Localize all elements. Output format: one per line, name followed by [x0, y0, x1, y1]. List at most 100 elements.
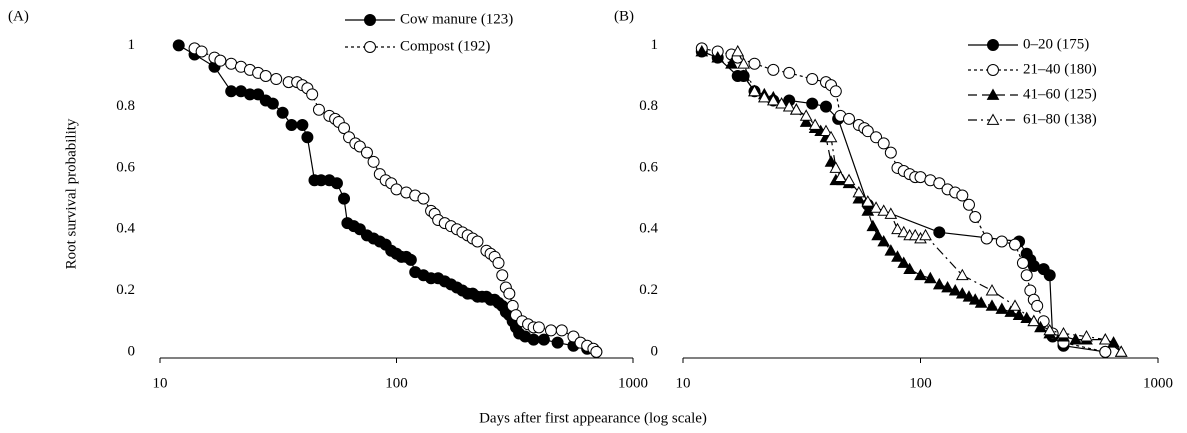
marker [404, 253, 417, 266]
marker [1004, 305, 1018, 317]
marker [956, 189, 969, 202]
marker [492, 256, 505, 269]
marker [417, 192, 430, 205]
y-tick-label: 0.6 [116, 159, 135, 175]
marker [1008, 299, 1022, 311]
marker [338, 192, 351, 205]
x-tick-label: 100 [909, 375, 932, 391]
marker [270, 73, 283, 86]
marker [969, 210, 982, 223]
legend-marker [987, 64, 999, 76]
marker [799, 115, 813, 127]
marker [471, 235, 484, 248]
marker [897, 225, 911, 238]
marker [767, 63, 780, 76]
y-tick-label: 0 [128, 343, 136, 359]
marker [884, 146, 897, 159]
legend-label: Cow manure (123) [400, 11, 513, 27]
marker [824, 130, 838, 143]
marker [1080, 330, 1093, 342]
marker [877, 234, 891, 247]
y-tick-label: 0.2 [116, 282, 135, 298]
marker [995, 235, 1008, 248]
marker [941, 280, 954, 293]
marker [891, 222, 904, 235]
marker [301, 131, 314, 144]
marker [775, 97, 788, 109]
marker [955, 268, 969, 281]
marker [995, 302, 1009, 314]
marker [330, 177, 343, 190]
marker [806, 97, 819, 110]
marker [962, 198, 975, 211]
marker [695, 44, 709, 57]
marker [852, 185, 866, 198]
x-tick-label: 10 [676, 375, 691, 391]
marker [214, 54, 227, 67]
legend-marker [364, 41, 376, 53]
marker [903, 262, 916, 275]
marker [914, 268, 927, 281]
marker [551, 336, 564, 349]
marker [503, 287, 516, 300]
marker [884, 244, 898, 256]
marker [919, 228, 932, 241]
marker [1016, 256, 1029, 269]
panel-label: (B) [614, 8, 634, 24]
legend: Cow manure (123) Compost (192) [345, 11, 513, 54]
marker [985, 284, 999, 296]
y-tick-label: 0.8 [639, 98, 658, 114]
marker [808, 118, 822, 130]
y-tick-label: 0.8 [116, 98, 135, 114]
panel-label: (A) [8, 8, 29, 24]
marker [731, 44, 745, 57]
legend: 0–20 (175) 21–40 (180) 41–60 (125) 61–80 (1… [968, 36, 1097, 127]
marker [932, 277, 946, 290]
marker [914, 171, 927, 184]
marker [1009, 238, 1022, 251]
x-tick-label: 1000 [618, 375, 648, 391]
marker [829, 85, 842, 98]
marker [266, 97, 279, 110]
marker [1043, 323, 1057, 336]
marker [884, 207, 898, 219]
marker [285, 119, 298, 132]
marker [819, 100, 832, 113]
marker [338, 122, 351, 135]
marker [1099, 345, 1112, 358]
marker [367, 155, 380, 168]
legend-marker [987, 39, 999, 51]
marker [532, 321, 545, 334]
marker [962, 290, 976, 302]
marker [496, 269, 509, 282]
legend-label: 0–20 (175) [1023, 36, 1089, 52]
marker [757, 90, 771, 103]
marker [1114, 345, 1128, 357]
marker [877, 137, 890, 150]
marker [806, 73, 819, 86]
marker [985, 299, 999, 311]
marker [748, 57, 761, 70]
legend-marker [986, 113, 1000, 125]
marker [782, 100, 796, 112]
marker [766, 93, 780, 106]
marker [923, 271, 937, 284]
marker [1098, 333, 1112, 345]
marker [195, 45, 208, 58]
marker [842, 173, 856, 186]
marker [861, 125, 874, 138]
y-tick-label: 0.4 [116, 221, 135, 237]
marker [276, 106, 289, 119]
marker [861, 195, 875, 207]
marker [869, 201, 883, 213]
marker [711, 51, 725, 63]
marker [1069, 333, 1082, 345]
marker [974, 296, 988, 308]
marker [360, 146, 373, 159]
marker [737, 69, 750, 81]
marker [891, 250, 904, 262]
legend-label: 21–40 (180) [1023, 61, 1097, 77]
legend-marker [986, 88, 1000, 100]
legend-label: 61–80 (138) [1023, 111, 1097, 127]
marker [871, 228, 884, 241]
